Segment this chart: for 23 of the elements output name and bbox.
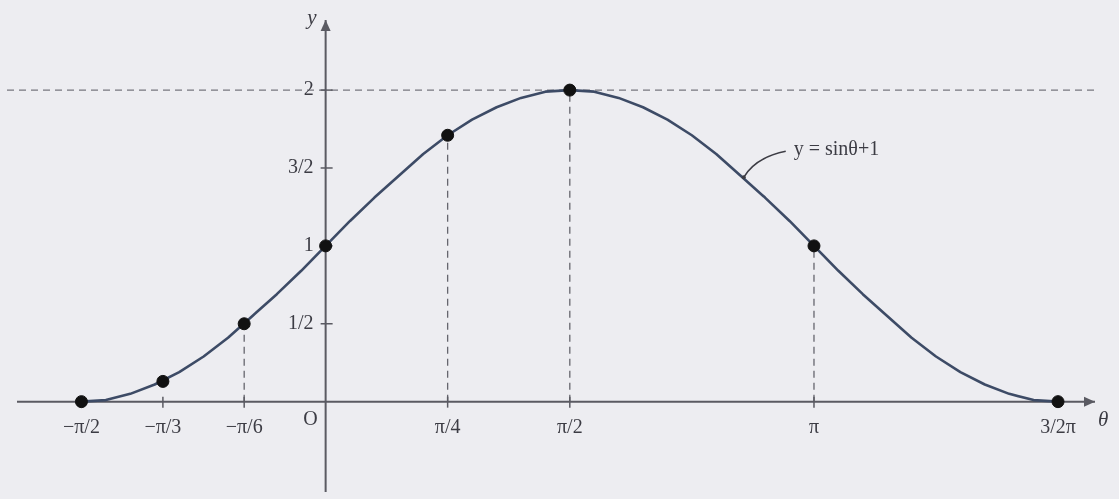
- x-tick-label: π: [808, 414, 820, 437]
- y-tick-label: 2: [303, 77, 314, 100]
- x-axis-title: θ: [1098, 406, 1109, 431]
- x-tick-label: −π/6: [225, 414, 263, 437]
- y-tick-label: 1/2: [288, 311, 314, 334]
- x-tick-label: 3/2π: [1040, 414, 1076, 437]
- x-tick-label: −π/2: [62, 414, 100, 437]
- x-tick-label: π/2: [556, 414, 583, 437]
- point: [156, 374, 170, 388]
- point: [237, 317, 251, 331]
- point: [1051, 395, 1065, 409]
- y-axis-title: y: [305, 5, 318, 30]
- annotation: y = sinθ+1: [793, 136, 880, 160]
- point: [563, 83, 577, 97]
- x-tick-label: π/4: [434, 414, 461, 437]
- y-tick-label: 1: [303, 233, 314, 256]
- point: [441, 128, 455, 142]
- point: [319, 239, 333, 253]
- point: [74, 395, 88, 409]
- annotation: O: [303, 406, 318, 429]
- y-tick-label: 3/2: [288, 155, 314, 178]
- point: [807, 239, 821, 253]
- x-tick-label: −π/3: [144, 414, 182, 437]
